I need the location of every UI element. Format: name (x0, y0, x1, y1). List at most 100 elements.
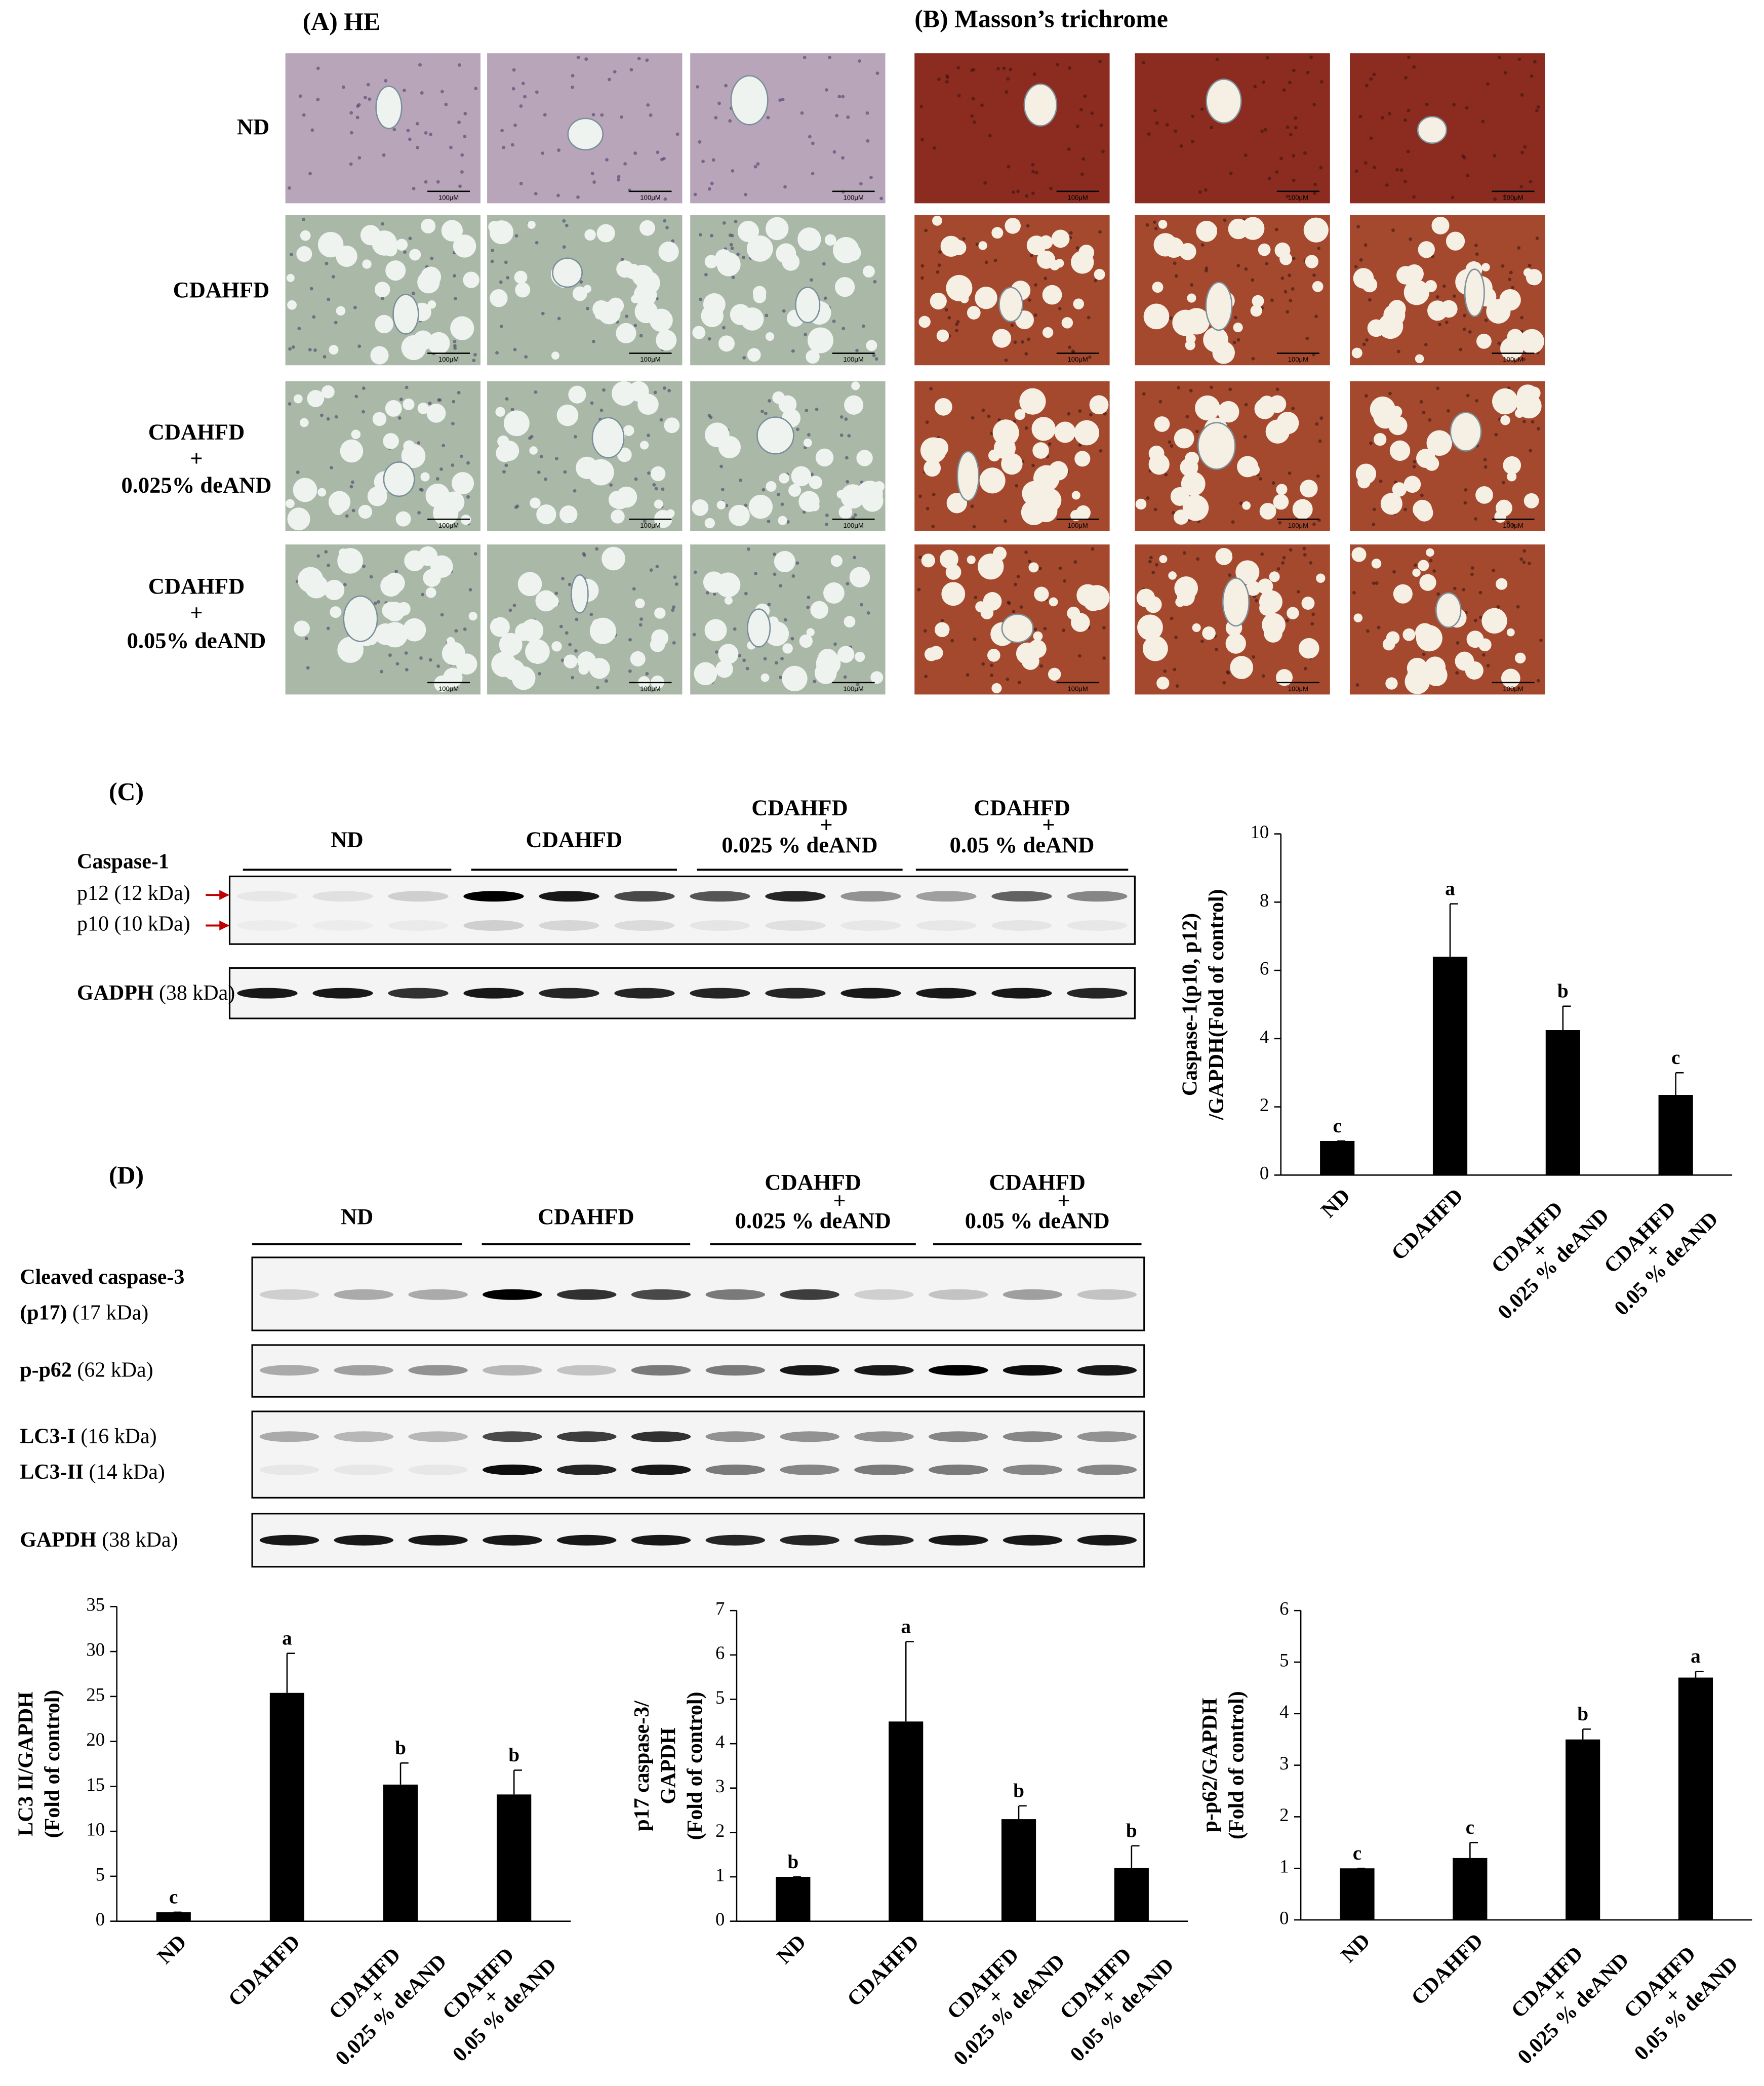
band (463, 920, 524, 931)
nucleus (835, 113, 839, 117)
nucleus (388, 653, 392, 657)
nucleus (506, 276, 510, 280)
nucleus (663, 197, 667, 201)
vacuole (1202, 626, 1216, 640)
vacuole (1237, 456, 1259, 478)
nucleus (879, 196, 884, 201)
nucleus (325, 261, 329, 265)
nucleus (1091, 547, 1095, 551)
nucleus (394, 569, 398, 573)
significance-letter: b (508, 1744, 519, 1766)
band (929, 1534, 988, 1546)
nucleus (730, 246, 734, 250)
nucleus (973, 120, 976, 124)
nucleus (744, 192, 748, 196)
vacuole (838, 505, 853, 519)
vacuole (753, 290, 767, 303)
nucleus (1029, 253, 1033, 257)
nucleus (403, 250, 407, 254)
row-label: CDAHFD (148, 573, 245, 599)
nucleus (810, 278, 814, 282)
nucleus (1231, 520, 1235, 524)
band (334, 1464, 394, 1475)
vacuole (504, 410, 530, 437)
nucleus (334, 415, 338, 419)
nucleus (1191, 114, 1195, 119)
nucleus (320, 413, 324, 417)
nucleus (803, 56, 807, 59)
nucleus (1537, 427, 1540, 430)
nucleus (767, 520, 771, 523)
band (408, 1289, 468, 1300)
vacuole (1276, 484, 1288, 495)
band (483, 1431, 542, 1442)
nucleus (970, 504, 974, 508)
nucleus (1228, 573, 1232, 577)
nucleus (693, 192, 697, 196)
vacuole (1276, 412, 1299, 435)
nucleus (1302, 546, 1306, 550)
vacuole (370, 346, 389, 365)
nucleus (605, 679, 608, 683)
row-label-part: (38 kDa) (159, 981, 235, 1004)
scale-bar-label: 100μM (1068, 685, 1088, 692)
band (556, 1534, 617, 1546)
nucleus (775, 661, 778, 665)
vacuole (297, 567, 324, 593)
nucleus (416, 145, 419, 149)
vacuole (395, 239, 408, 251)
nucleus (1252, 655, 1255, 659)
vacuole (450, 316, 474, 340)
y-tick-label: 20 (86, 1729, 105, 1750)
vacuole (1503, 456, 1521, 475)
scale-bar-label: 100μM (640, 685, 660, 692)
group-label: 0.05 % deAND (965, 1208, 1110, 1233)
nucleus (324, 550, 328, 554)
nucleus (634, 477, 638, 481)
nucleus (1155, 563, 1158, 567)
band (854, 1534, 914, 1546)
nucleus (1291, 407, 1295, 411)
nucleus (1229, 171, 1233, 175)
nucleus (825, 514, 829, 517)
nucleus (1473, 618, 1477, 622)
nucleus (653, 390, 657, 395)
nucleus (1475, 252, 1479, 256)
nucleus (844, 417, 848, 421)
row-label: 0.05% deAND (127, 627, 266, 653)
nucleus (1516, 605, 1520, 609)
scale-bar-label: 100μM (1288, 685, 1308, 692)
nucleus (418, 63, 422, 67)
nucleus (1529, 180, 1533, 184)
nucleus (1099, 124, 1103, 127)
vacuole (1514, 652, 1526, 664)
band (237, 988, 298, 999)
nucleus (1285, 619, 1289, 622)
nucleus (424, 180, 428, 184)
nucleus (1286, 194, 1289, 199)
vacuole (1073, 298, 1085, 309)
vacuole (1154, 416, 1170, 432)
nucleus (571, 676, 575, 680)
vacuole (1298, 638, 1319, 659)
nucleus (1233, 316, 1237, 320)
nucleus (412, 291, 415, 295)
nucleus (1503, 194, 1507, 198)
nucleus (1502, 481, 1505, 485)
y-axis-label: /GAPDH(Fold of control) (1205, 889, 1228, 1121)
nucleus (380, 670, 383, 674)
error-bar (399, 1762, 409, 1785)
row-label: Cleaved caspase-3 (20, 1265, 184, 1288)
nucleus (1013, 340, 1017, 344)
vacuole (779, 473, 789, 484)
scale-bar-label: 100μM (1503, 522, 1523, 529)
nucleus (1407, 55, 1411, 59)
vacuole (1383, 304, 1406, 326)
nucleus (779, 584, 783, 588)
nucleus (645, 672, 649, 676)
vacuole (596, 224, 615, 243)
nucleus (639, 334, 643, 338)
bar (1545, 1030, 1580, 1175)
nucleus (725, 503, 729, 507)
vacuole (1034, 586, 1049, 602)
